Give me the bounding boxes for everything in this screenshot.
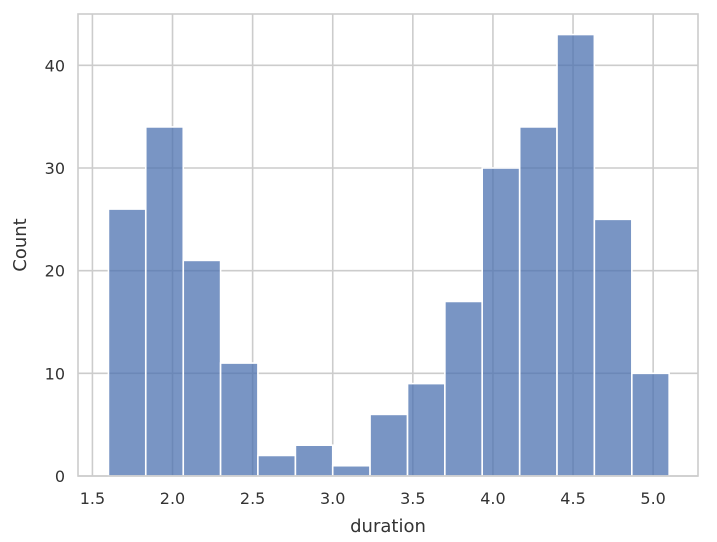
plot-frame xyxy=(77,13,699,477)
x-axis-label: duration xyxy=(350,516,426,537)
histogram-bar xyxy=(593,218,633,477)
histogram-bar xyxy=(444,300,484,477)
histogram-bar xyxy=(369,413,409,477)
x-tick-label: 3.5 xyxy=(400,489,425,508)
y-tick-label: 0 xyxy=(55,467,65,486)
histogram-bar xyxy=(556,33,596,477)
histogram-bar xyxy=(631,372,670,477)
x-tick-label: 2.5 xyxy=(240,489,265,508)
histogram-bar xyxy=(406,382,446,477)
histogram-bar xyxy=(481,167,521,477)
x-tick-label: 4.5 xyxy=(560,489,585,508)
y-axis-label: Count xyxy=(10,218,31,271)
x-tick-label: 5.0 xyxy=(640,489,665,508)
x-tick-label: 2.0 xyxy=(160,489,185,508)
x-tick-label: 3.0 xyxy=(320,489,345,508)
x-axis-ticks: 1.5 2.0 2.5 3.0 3.5 4.0 4.5 5.0 xyxy=(80,489,666,508)
histogram-bar xyxy=(182,259,222,477)
histogram-bar xyxy=(144,126,185,477)
y-tick-label: 40 xyxy=(45,56,65,75)
histogram-bar xyxy=(107,208,147,477)
histogram-bar xyxy=(331,464,371,477)
y-tick-label: 10 xyxy=(45,364,65,383)
histogram-bar xyxy=(518,126,558,477)
y-axis-ticks: 0 10 20 30 40 xyxy=(45,56,65,486)
y-tick-label: 30 xyxy=(45,159,65,178)
histogram-bars xyxy=(107,33,670,477)
x-tick-label: 1.5 xyxy=(80,489,105,508)
y-tick-label: 20 xyxy=(45,262,65,281)
histogram-bar xyxy=(219,362,259,477)
x-tick-label: 4.0 xyxy=(480,489,505,508)
histogram-bar xyxy=(294,444,334,477)
histogram-bar xyxy=(257,454,297,477)
